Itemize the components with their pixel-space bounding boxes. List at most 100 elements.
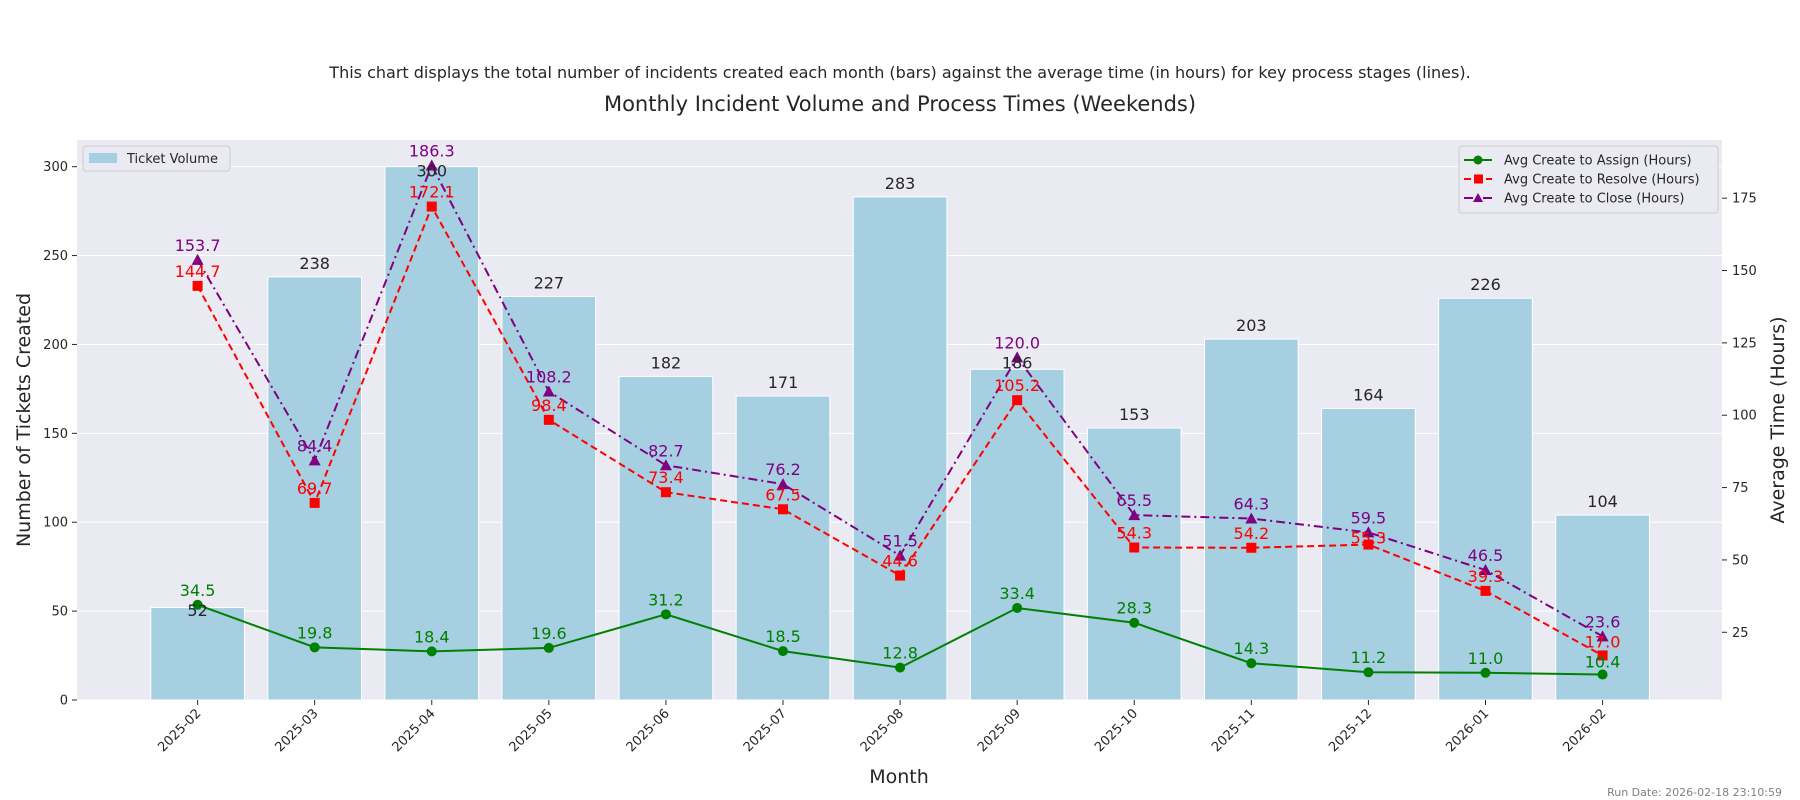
data-label: 55.3 — [1351, 528, 1387, 547]
data-point — [1128, 509, 1141, 521]
data-label: 12.8 — [882, 644, 918, 663]
legend-marker — [1474, 174, 1483, 184]
y-axis-label: Number of Tickets Created — [13, 293, 35, 547]
bar-label: 300 — [416, 161, 447, 180]
chart-title: Monthly Incident Volume and Process Time… — [604, 92, 1196, 116]
data-point — [543, 414, 554, 425]
bar-label: 164 — [1353, 385, 1384, 404]
data-point — [1597, 650, 1608, 661]
data-point — [778, 646, 789, 657]
data-label: 46.5 — [1468, 546, 1504, 565]
data-label: 54.3 — [1116, 523, 1152, 542]
data-label: 98.4 — [531, 396, 567, 415]
data-point — [1129, 542, 1140, 553]
bar — [501, 295, 597, 701]
data-point — [308, 454, 321, 466]
data-label: 105.2 — [994, 376, 1040, 395]
bar-label: 104 — [1587, 492, 1618, 511]
x-tick-label: 2025-03 — [272, 706, 321, 755]
data-label: 82.7 — [648, 441, 684, 460]
data-point — [895, 570, 906, 581]
bar — [1438, 297, 1533, 701]
x-tick-label: 2025-02 — [155, 706, 204, 755]
data-point — [659, 459, 672, 471]
data-point — [1129, 617, 1140, 628]
data-label: 28.3 — [1116, 599, 1152, 618]
bar-label: 203 — [1236, 316, 1267, 335]
data-point — [778, 504, 789, 515]
data-label: 17.0 — [1585, 632, 1621, 651]
data-point — [894, 549, 907, 561]
legend-marker — [1473, 155, 1483, 165]
x-tick-label: 2026-01 — [1443, 706, 1492, 755]
data-point — [1479, 564, 1492, 576]
data-label: 23.6 — [1585, 612, 1621, 631]
data-point — [895, 662, 906, 673]
data-point — [1363, 667, 1374, 678]
data-point — [1597, 669, 1608, 680]
data-label: 84.4 — [297, 436, 333, 455]
data-point — [777, 478, 790, 490]
data-point — [426, 201, 437, 212]
data-label: 10.4 — [1585, 652, 1621, 671]
bar — [1321, 407, 1416, 701]
legend-label: Avg Create to Resolve (Hours) — [1504, 173, 1700, 188]
data-label: 59.5 — [1351, 508, 1387, 527]
bar-label: 182 — [651, 353, 682, 372]
data-point — [426, 646, 437, 657]
x-axis-label: Month — [869, 766, 929, 788]
bar-label: 238 — [299, 254, 330, 273]
data-label: 19.6 — [531, 624, 567, 643]
data-point — [191, 253, 204, 265]
data-label: 11.2 — [1351, 648, 1387, 667]
bar — [384, 166, 480, 701]
data-point — [192, 599, 203, 610]
data-point — [1012, 395, 1023, 406]
data-point — [1480, 667, 1491, 678]
data-point — [425, 159, 438, 171]
data-point — [542, 385, 555, 397]
data-point — [1011, 351, 1024, 363]
data-label: 172.1 — [409, 183, 455, 202]
bar-label: 226 — [1470, 275, 1501, 294]
data-label: 120.0 — [994, 333, 1040, 352]
data-point — [660, 487, 671, 498]
data-label: 76.2 — [765, 460, 801, 479]
y2-tick-label: 75 — [1732, 481, 1749, 496]
x-tick-label: 2025-07 — [741, 706, 790, 755]
data-label: 144.7 — [175, 262, 221, 281]
y2-tick-label: 100 — [1732, 409, 1757, 424]
y-tick-label: 300 — [43, 160, 68, 175]
data-point — [1596, 630, 1609, 642]
data-point — [1246, 542, 1257, 553]
bar-label: 52 — [187, 601, 207, 620]
bar — [618, 375, 714, 701]
data-point — [192, 280, 203, 291]
bar — [1086, 427, 1182, 701]
bar-label: 171 — [768, 373, 799, 392]
data-label: 31.2 — [648, 590, 684, 609]
y-tick-label: 0 — [60, 694, 68, 709]
data-label: 54.2 — [1234, 524, 1270, 543]
data-label: 18.4 — [414, 627, 450, 646]
y-tick-label: 200 — [43, 338, 68, 353]
chart-subtitle: This chart displays the total number of … — [328, 63, 1470, 82]
bar-label: 227 — [534, 273, 565, 292]
data-point — [309, 642, 320, 653]
y2-tick-label: 50 — [1732, 553, 1749, 568]
data-label: 39.3 — [1468, 567, 1504, 586]
x-tick-label: 2026-02 — [1560, 706, 1609, 755]
bar — [969, 368, 1065, 701]
x-tick-label: 2025-10 — [1092, 706, 1141, 755]
plot-area: 0 50 100 150 200 250 300 25 50 75 100 125 150 175 2025… — [43, 140, 1757, 755]
bar — [1555, 514, 1650, 701]
data-label: 14.3 — [1234, 639, 1270, 658]
data-label: 186.3 — [409, 141, 455, 160]
x-tick-label: 2025-09 — [975, 706, 1024, 755]
data-label: 18.5 — [765, 627, 801, 646]
bar — [852, 196, 948, 701]
data-label: 33.4 — [999, 584, 1035, 603]
data-label: 34.5 — [180, 581, 216, 600]
run-date: Run Date: 2026-02-18 23:10:59 — [1607, 786, 1782, 799]
